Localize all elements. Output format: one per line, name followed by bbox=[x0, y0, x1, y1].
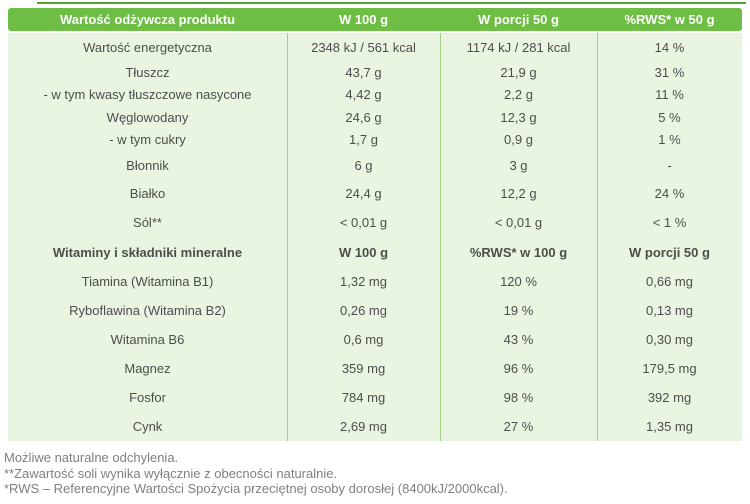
table-row-vitamin-b6: Witamina B6 0,6 mg 43 % 0,30 mg bbox=[8, 325, 742, 354]
header-cell-product: Wartość odżywcza produktu bbox=[59, 12, 236, 27]
cell-v2: 27 % bbox=[503, 419, 534, 434]
cell-v1: 2348 kJ / 561 kcal bbox=[311, 39, 416, 55]
cell-v1: 24,6 g bbox=[345, 109, 382, 125]
cell-name: Węglowodany bbox=[106, 109, 189, 125]
cell-v3: 1,35 mg bbox=[646, 419, 693, 434]
footnote-deviations: Możliwe naturalne odchylenia. bbox=[4, 450, 179, 465]
cell-v3: 31 % bbox=[654, 64, 685, 80]
cell-name: - w tym kwasy tłuszczowe nasycone bbox=[43, 87, 252, 102]
cell-v2: 98 % bbox=[503, 390, 534, 405]
cell-name: Cynk bbox=[132, 419, 163, 434]
table-row-fiber: Błonnik 6 g 3 g - bbox=[8, 151, 742, 179]
cell-name: Błonnik bbox=[126, 157, 169, 173]
cell-name: Białko bbox=[129, 186, 166, 201]
cell-name: Tłuszcz bbox=[125, 64, 170, 80]
header-cell-rws: %RWS* w 50 g bbox=[624, 12, 715, 27]
table-row-phosphorus: Fosfor 784 mg 98 % 392 mg bbox=[8, 383, 742, 412]
cell-v2: %RWS* w 100 g bbox=[469, 244, 568, 260]
footnote-salt: **Zawartość soli wynika wyłącznie z obec… bbox=[4, 465, 338, 481]
cell-v2: 3 g bbox=[509, 157, 528, 173]
cell-v2: 12,2 g bbox=[500, 186, 537, 201]
cell-v3: 5 % bbox=[658, 109, 681, 125]
table-row-thiamine: Tiamina (Witamina B1) 1,32 mg 120 % 0,66… bbox=[8, 267, 742, 296]
cell-v2: 2,2 g bbox=[504, 87, 533, 102]
cell-v2: 1174 kJ / 281 kcal bbox=[466, 39, 571, 55]
top-accent-line bbox=[37, 2, 746, 4]
cell-name: Tiamina (Witamina B1) bbox=[81, 274, 214, 289]
cell-v1: 43,7 g bbox=[345, 64, 382, 80]
table-row-salt: Sól** < 0,01 g < 0,01 g < 1 % bbox=[8, 208, 742, 237]
table-body: Wartość energetyczna 2348 kJ / 561 kcal … bbox=[8, 33, 742, 441]
cell-name: - w tym cukry bbox=[109, 132, 186, 147]
table-row-riboflavin: Ryboflawina (Witamina B2) 0,26 mg 19 % 0… bbox=[8, 296, 742, 325]
cell-v1: 24,4 g bbox=[345, 186, 382, 201]
cell-v3: 1 % bbox=[658, 132, 681, 147]
header-cell-per-100g: W 100 g bbox=[338, 12, 389, 27]
cell-name: Witamina B6 bbox=[110, 332, 185, 347]
cell-v3: 0,66 mg bbox=[646, 274, 693, 289]
header-cell-per-portion: W porcji 50 g bbox=[478, 12, 559, 27]
cell-v3: 24 % bbox=[654, 186, 685, 201]
cell-v1: 359 mg bbox=[341, 361, 386, 376]
cell-v3: W porcji 50 g bbox=[629, 244, 710, 260]
cell-v1: 0,6 mg bbox=[343, 332, 384, 347]
cell-v1: < 0,01 g bbox=[339, 215, 388, 230]
cell-v1: W 100 g bbox=[338, 244, 389, 260]
cell-v2: 120 % bbox=[500, 274, 537, 289]
cell-v3: 11 % bbox=[655, 87, 684, 102]
cell-v3: < 1 % bbox=[652, 215, 687, 230]
column-separator bbox=[440, 33, 441, 441]
cell-name: Ryboflawina (Witamina B2) bbox=[69, 303, 226, 318]
cell-name: Witaminy i składniki mineralne bbox=[52, 244, 243, 260]
cell-v1: 0,26 mg bbox=[340, 303, 387, 318]
nutrition-table: Wartość odżywcza produktu W 100 g W porc… bbox=[8, 8, 742, 441]
footnote-rws: *RWS – Referencyjne Wartości Spożycia pr… bbox=[4, 481, 508, 496]
cell-v2: 21,9 g bbox=[500, 64, 537, 80]
cell-v3: 0,13 mg bbox=[646, 303, 693, 318]
cell-v2: 0,9 g bbox=[504, 132, 533, 147]
table-row-zinc: Cynk 2,69 mg 27 % 1,35 mg bbox=[8, 412, 742, 441]
cell-v3: 14 % bbox=[654, 39, 685, 55]
table-row-carbohydrates: Węglowodany 24,6 g 12,3 g 5 % bbox=[8, 106, 742, 128]
cell-v1: 784 mg bbox=[341, 390, 386, 405]
table-row-saturated-fat: - w tym kwasy tłuszczowe nasycone 4,42 g… bbox=[8, 83, 742, 106]
cell-v1: 1,32 mg bbox=[340, 274, 387, 289]
cell-v2: 12,3 g bbox=[500, 109, 537, 125]
cell-name: Fosfor bbox=[129, 390, 166, 405]
table-row-protein: Białko 24,4 g 12,2 g 24 % bbox=[8, 179, 742, 208]
table-row-sugars: - w tym cukry 1,7 g 0,9 g 1 % bbox=[8, 128, 742, 151]
cell-v3: 179,5 mg bbox=[642, 361, 697, 376]
cell-v3: 0,30 mg bbox=[646, 332, 693, 347]
cell-name: Sól** bbox=[133, 215, 162, 230]
cell-v2: < 0,01 g bbox=[494, 215, 543, 230]
cell-v2: 43 % bbox=[503, 332, 534, 347]
cell-v2: 19 % bbox=[503, 303, 534, 318]
cell-name: Magnez bbox=[124, 361, 171, 376]
cell-v1: 1,7 g bbox=[349, 132, 378, 147]
table-row-magnesium: Magnez 359 mg 96 % 179,5 mg bbox=[8, 354, 742, 383]
cell-v1: 4,42 g bbox=[345, 87, 382, 102]
cell-name: Wartość energetyczna bbox=[83, 39, 212, 55]
cell-v1: 2,69 mg bbox=[340, 419, 387, 434]
column-separator bbox=[597, 33, 598, 441]
cell-v3: 392 mg bbox=[647, 390, 692, 405]
table-header-row: Wartość odżywcza produktu W 100 g W porc… bbox=[8, 8, 742, 31]
table-row-fat: Tłuszcz 43,7 g 21,9 g 31 % bbox=[8, 61, 742, 83]
table-subheader-vitamins: Witaminy i składniki mineralne W 100 g %… bbox=[8, 237, 742, 267]
footnotes: Możliwe naturalne odchylenia. **Zawartoś… bbox=[4, 450, 508, 497]
cell-v2: 96 % bbox=[503, 361, 534, 376]
column-separator bbox=[287, 33, 288, 441]
table-row-energy: Wartość energetyczna 2348 kJ / 561 kcal … bbox=[8, 33, 742, 61]
cell-v1: 6 g bbox=[354, 157, 373, 173]
cell-v3: - bbox=[667, 157, 672, 173]
